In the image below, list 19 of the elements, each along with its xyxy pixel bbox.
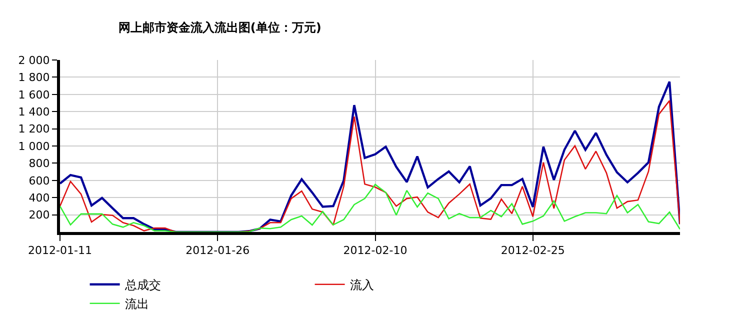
x-tick-label: 2012-01-26 (186, 244, 250, 258)
legend-label: 总成交 (124, 278, 161, 292)
y-tick-label: 400 (28, 191, 50, 204)
y-tick-label: 600 (28, 174, 50, 188)
y-tick-label: 1 200 (18, 122, 50, 136)
legend-label: 流出 (124, 297, 149, 312)
line-series (60, 184, 680, 232)
y-tick-label: 1 600 (18, 88, 50, 102)
y-tick-label: 1 000 (18, 140, 50, 153)
y-tick-label: 1 400 (18, 105, 50, 118)
y-tick-label: 800 (28, 157, 50, 170)
y-tick-label: 200 (28, 208, 50, 222)
chart-title: 网上邮市资金流入流出图(单位：万元) (118, 20, 322, 34)
y-tick-label: 1 800 (18, 71, 50, 84)
x-tick-label: 2012-02-25 (500, 244, 565, 258)
x-tick-label: 2012-01-11 (28, 244, 92, 258)
legend-label: 流入 (350, 278, 374, 292)
y-tick-label: 2 000 (18, 54, 50, 67)
x-tick-label: 2012-02-10 (343, 244, 408, 258)
